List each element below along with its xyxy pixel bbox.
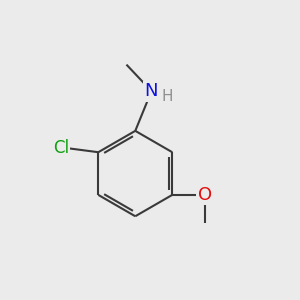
Text: O: O [198,186,212,204]
Text: Cl: Cl [53,139,69,157]
Text: N: N [145,82,158,100]
Text: H: H [161,89,172,104]
